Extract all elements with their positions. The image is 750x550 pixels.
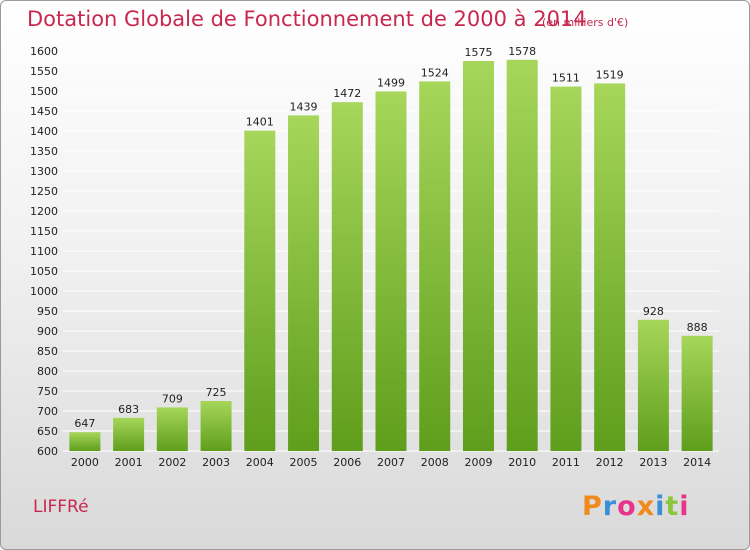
chart-title: Dotation Globale de Fonctionnement de 20… [27, 7, 587, 31]
x-tick-label-2000: 2000 [71, 456, 99, 469]
logo-letter: P [582, 491, 603, 522]
bar-2011[interactable] [550, 86, 582, 451]
y-tick-label: 1200 [30, 205, 58, 218]
y-tick-label: 800 [37, 365, 58, 378]
bar-2005[interactable] [288, 115, 320, 452]
value-labels: 647 683 709 725 1401 1439 1472 1499 1524 1575 1578… [74, 45, 707, 430]
bar-2014[interactable] [681, 335, 713, 451]
logo-letter: x [636, 491, 656, 522]
x-tick-label-2004: 2004 [246, 456, 274, 469]
y-tick-label: 1400 [30, 125, 58, 138]
logo-letter: i [655, 491, 666, 522]
x-tick-label-2003: 2003 [202, 456, 230, 469]
x-tick-label-2012: 2012 [596, 456, 624, 469]
value-label-2003: 725 [206, 386, 227, 399]
bar-2004[interactable] [244, 130, 276, 451]
y-tick-label: 1550 [30, 65, 58, 78]
commune-name: LIFFRé [33, 497, 89, 517]
logo-letter: t [665, 491, 680, 522]
value-label-2004: 1401 [246, 116, 274, 129]
value-label-2005: 1439 [290, 100, 318, 113]
y-tick-label: 1100 [30, 245, 58, 258]
logo-letter: i [679, 491, 690, 522]
bar-2000[interactable] [69, 432, 101, 451]
logo-letter: o [617, 491, 637, 522]
x-tick-label-2010: 2010 [508, 456, 536, 469]
bars [69, 59, 713, 452]
x-tick-label-2009: 2009 [464, 456, 492, 469]
y-tick-label: 1250 [30, 185, 58, 198]
y-axis-ticks: 600 650 700 750 800 850 900 950 1000 1050 1100 1150… [30, 45, 58, 458]
x-tick-label-2008: 2008 [421, 456, 449, 469]
bar-2013[interactable] [637, 319, 669, 451]
y-tick-label: 950 [37, 305, 58, 318]
y-tick-label: 600 [37, 445, 58, 458]
proxiti-logo[interactable]: Proxiti [582, 491, 690, 522]
logo-letter: r [602, 491, 618, 522]
y-tick-label: 1450 [30, 105, 58, 118]
bar-2010[interactable] [506, 59, 538, 452]
y-tick-label: 900 [37, 325, 58, 338]
value-label-2002: 709 [162, 392, 183, 405]
x-tick-label-2007: 2007 [377, 456, 405, 469]
x-axis-ticks: 2000 2001 2002 2003 2004 2005 2006 2007 2008 2009… [71, 456, 711, 469]
y-tick-label: 1150 [30, 225, 58, 238]
bar-2002[interactable] [156, 407, 188, 451]
bar-2007[interactable] [375, 91, 407, 452]
bar-2012[interactable] [594, 83, 626, 452]
bar-2001[interactable] [113, 417, 145, 451]
y-tick-label: 650 [37, 425, 58, 438]
value-label-2007: 1499 [377, 76, 405, 89]
x-tick-label-2006: 2006 [333, 456, 361, 469]
x-tick-label-2013: 2013 [639, 456, 667, 469]
y-tick-label: 1300 [30, 165, 58, 178]
y-tick-label: 1050 [30, 265, 58, 278]
chart-unit: (en milliers d'€) [542, 16, 629, 29]
x-tick-label-2002: 2002 [158, 456, 186, 469]
value-label-2011: 1511 [552, 72, 580, 85]
x-tick-label-2001: 2001 [115, 456, 143, 469]
bar-2003[interactable] [200, 401, 232, 451]
y-tick-label: 850 [37, 345, 58, 358]
value-label-2014: 888 [687, 321, 708, 334]
x-tick-label-2005: 2005 [290, 456, 318, 469]
value-label-2013: 928 [643, 305, 664, 318]
x-tick-label-2014: 2014 [683, 456, 711, 469]
bar-2009[interactable] [462, 61, 494, 451]
y-tick-label: 1000 [30, 285, 58, 298]
value-label-2010: 1578 [508, 45, 536, 58]
value-label-2001: 683 [118, 403, 139, 416]
y-tick-label: 1500 [30, 85, 58, 98]
value-label-2012: 1519 [596, 68, 624, 81]
value-label-2008: 1524 [421, 66, 449, 79]
y-tick-label: 1350 [30, 145, 58, 158]
y-tick-label: 700 [37, 405, 58, 418]
bar-2006[interactable] [331, 102, 363, 451]
value-label-2000: 647 [74, 417, 95, 430]
value-label-2009: 1575 [464, 46, 492, 59]
bar-2008[interactable] [419, 81, 451, 452]
y-tick-label: 750 [37, 385, 58, 398]
x-tick-label-2011: 2011 [552, 456, 580, 469]
y-tick-label: 1600 [30, 45, 58, 58]
value-label-2006: 1472 [333, 87, 361, 100]
